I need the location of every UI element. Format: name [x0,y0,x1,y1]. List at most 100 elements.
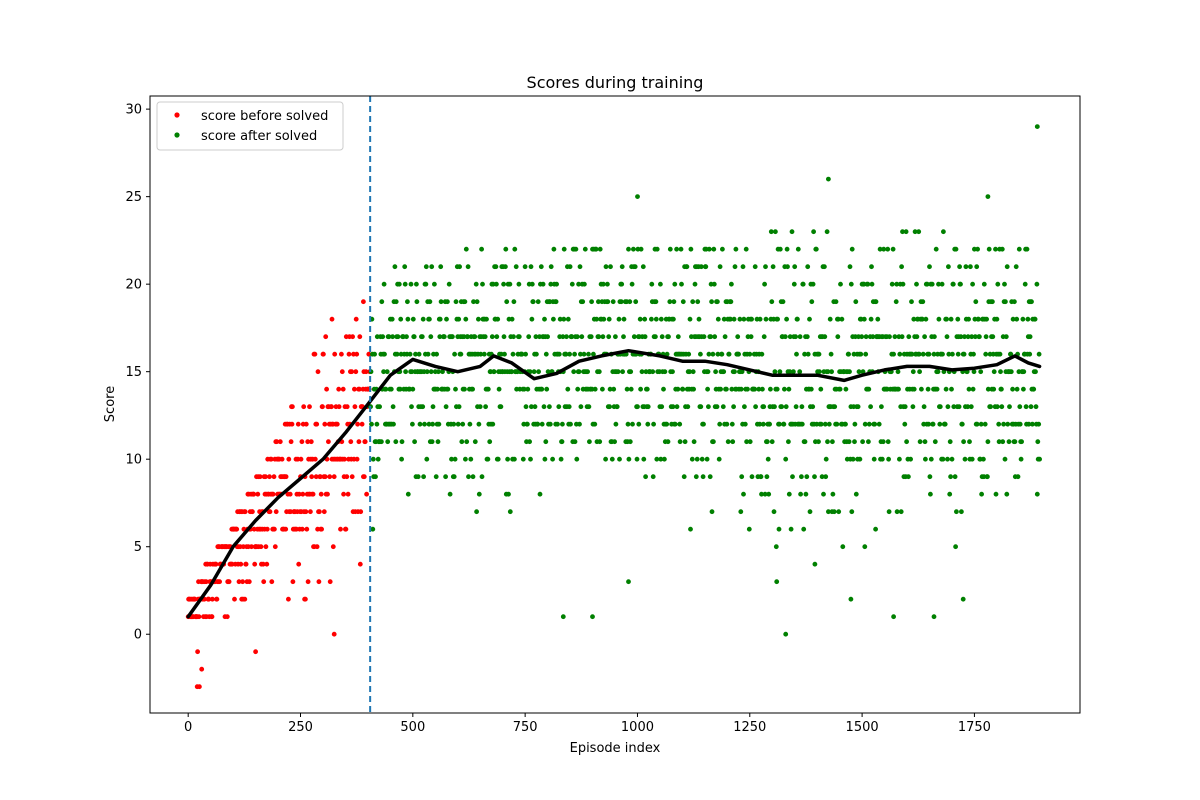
score-point-after [422,421,427,427]
score-point-after [558,456,564,462]
score-point-after [997,351,1003,357]
score-point-before [203,579,209,585]
score-point-after [559,439,565,445]
score-point-after [641,456,647,462]
score-point-after [643,474,648,480]
score-point-after [785,264,790,270]
x-tick-label: 1500 [846,720,879,735]
score-point-before [325,491,330,497]
score-point-before [338,526,343,532]
score-point-after [827,316,833,322]
score-point-before [357,386,362,392]
score-point-after [745,386,750,392]
score-point-after [818,386,824,392]
score-point-after [763,316,769,322]
score-point-after [481,351,487,357]
score-point-after [1016,246,1022,252]
score-point-after [414,299,420,305]
score-point-before [289,421,295,427]
score-point-after [850,456,856,462]
score-point-after [547,421,553,427]
legend-box [156,101,344,151]
score-point-before [272,526,277,532]
score-point-after [398,316,404,322]
score-point-after [739,474,745,480]
score-point-after [893,299,899,305]
score-point-after [762,491,768,497]
score-point-after [561,316,567,322]
score-point-after [873,299,879,305]
score-point-after [670,369,675,375]
score-point-after [949,456,955,462]
score-point-after [674,404,680,410]
score-point-after [372,351,377,357]
score-point-before [296,491,302,497]
score-point-after [963,264,969,270]
score-point-after [931,351,937,357]
score-point-after [810,281,816,287]
score-point-after [766,491,772,497]
score-point-before [354,351,360,357]
score-point-after [872,421,878,427]
score-point-after [758,474,764,480]
score-point-after [804,334,810,340]
score-point-after [613,421,619,427]
score-point-after [733,246,739,252]
score-point-before [303,596,308,602]
score-point-after [740,264,746,270]
score-point-after [476,421,482,427]
score-point-after [1022,281,1028,287]
score-point-after [443,474,448,480]
score-point-after [1010,316,1016,322]
score-point-after [887,334,892,340]
score-point-after [436,369,441,375]
score-point-after [533,334,539,340]
score-point-before [356,439,362,445]
score-point-after [949,386,954,392]
score-point-after [879,456,885,462]
score-point-after [840,544,846,550]
score-point-after [391,421,396,427]
score-point-after [545,369,551,375]
score-point-after [1002,281,1007,287]
score-point-after [795,246,801,252]
score-point-after [826,176,831,182]
score-point-after [777,369,783,375]
score-point-after [934,386,940,392]
score-point-after [1005,421,1011,427]
score-point-after [910,404,916,410]
score-point-before [268,456,274,462]
score-point-after [852,439,857,445]
score-point-after [731,316,737,322]
score-point-after [940,456,946,462]
score-point-after [565,386,571,392]
score-point-after [962,334,967,340]
score-point-after [698,351,703,357]
score-point-after [571,369,577,375]
score-point-after [787,369,793,375]
score-point-after [968,404,974,410]
score-point-after [731,404,736,410]
score-point-after [560,614,566,620]
score-point-after [443,404,449,410]
score-point-before [242,596,248,602]
score-point-after [691,439,697,445]
score-point-after [765,456,771,462]
score-point-after [738,386,744,392]
score-point-after [603,264,609,270]
score-point-after [777,421,782,427]
score-point-after [474,509,479,515]
score-point-before [361,474,367,480]
score-point-after [803,491,809,497]
score-point-after [597,246,603,252]
score-point-after [677,439,683,445]
score-point-before [316,579,322,585]
score-point-after [981,456,986,462]
score-point-after [612,439,617,445]
score-point-before [308,509,313,515]
score-point-before [319,526,324,532]
score-point-before [242,509,248,515]
score-point-after [624,386,630,392]
score-point-after [504,299,510,305]
score-point-after [879,404,884,410]
